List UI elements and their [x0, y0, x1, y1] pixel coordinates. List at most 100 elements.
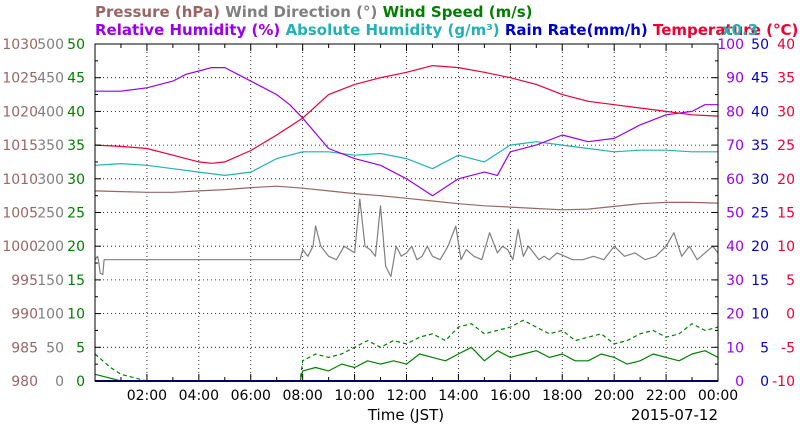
right-tick-0-8: 20 — [726, 307, 744, 323]
right-tick-1-1: 45 — [751, 71, 769, 87]
right-tick-1-7: 15 — [751, 273, 769, 289]
right-tick-2-2: 30 — [777, 104, 795, 120]
x-tick-label-6: 14:00 — [438, 388, 478, 404]
left-tick-0-7: 995 — [11, 273, 38, 289]
left-tick-0-10: 980 — [11, 374, 38, 390]
right-tick-0-3: 70 — [726, 138, 744, 154]
right-tick-2-4: 20 — [777, 172, 795, 188]
right-tick-1-9: 5 — [760, 340, 769, 356]
right-tick-2-5: 15 — [777, 206, 795, 222]
right-tick-2-1: 35 — [777, 71, 795, 87]
x-tick-label-4: 10:00 — [334, 388, 374, 404]
right-tick-0-10: 0 — [735, 374, 744, 390]
right-tick-0-0: 100 — [717, 37, 744, 53]
legend-row-0: Pressure (hPa) Wind Direction (°) Wind S… — [95, 3, 533, 21]
right-tick-2-9: -5 — [781, 340, 795, 356]
left-tick-1-0: 500 — [37, 37, 64, 53]
left-tick-1-10: 0 — [55, 374, 64, 390]
legend-item-0-2: Wind Speed (m/s) — [377, 3, 532, 21]
right-tick-2-10: -10 — [772, 374, 795, 390]
left-tick-0-0: 1030 — [2, 37, 38, 53]
right-tick-0-2: 80 — [726, 104, 744, 120]
date-label: 2015-07-12 — [631, 406, 718, 424]
right-tick-2-3: 25 — [777, 138, 795, 154]
legend-item-1-1: Absolute Humidity (g/m³) — [280, 21, 499, 39]
series-line-2 — [94, 346, 719, 382]
x-tick-label-3: 08:00 — [282, 388, 322, 404]
left-tick-1-8: 100 — [37, 307, 64, 323]
x-tick-label-0: 02:00 — [127, 388, 167, 404]
right-tick-2-0: 40 — [777, 37, 795, 53]
x-tick-label-8: 18:00 — [542, 388, 582, 404]
legend-item-0-1: Wind Direction (°) — [220, 3, 377, 21]
left-tick-2-10: 0 — [76, 374, 85, 390]
left-tick-2-5: 25 — [67, 206, 85, 222]
right-tick-0-4: 60 — [726, 172, 744, 188]
right-tick-1-8: 10 — [751, 307, 769, 323]
x-tick-label-10: 22:00 — [646, 388, 686, 404]
left-tick-1-7: 150 — [37, 273, 64, 289]
left-tick-1-3: 350 — [37, 138, 64, 154]
series-line-5 — [95, 66, 718, 197]
left-tick-1-9: 50 — [46, 340, 64, 356]
left-tick-1-2: 400 — [37, 104, 64, 120]
x-axis: 02:00 04:00 06:00 08:00 10:00 12:00 14:00 16:00… — [94, 44, 738, 404]
right-tick-0-7: 30 — [726, 273, 744, 289]
left-tick-2-8: 10 — [67, 307, 85, 323]
x-axis-label: Time (JST) — [367, 406, 444, 424]
series-line-1 — [94, 185, 719, 211]
right-tick-2-6: 10 — [777, 239, 795, 255]
left-tick-0-5: 1005 — [2, 206, 38, 222]
left-tick-0-1: 1025 — [2, 71, 38, 87]
legend-item-1-0: Relative Humidity (%) — [95, 21, 280, 39]
left-tick-2-3: 35 — [67, 138, 85, 154]
right-tick-1-4: 30 — [751, 172, 769, 188]
x-tick-label-2: 06:00 — [231, 388, 271, 404]
right-tick-1-2: 40 — [751, 104, 769, 120]
right-tick-0-1: 90 — [726, 71, 744, 87]
right-tick-0-5: 50 — [726, 206, 744, 222]
right-tick-1-3: 35 — [751, 138, 769, 154]
legend-row-1: Relative Humidity (%) Absolute Humidity … — [95, 21, 798, 39]
x-tick-label-7: 16:00 — [490, 388, 530, 404]
left-tick-1-1: 450 — [37, 71, 64, 87]
grid — [95, 44, 718, 381]
right-tick-0-6: 40 — [726, 239, 744, 255]
left-tick-1-5: 250 — [37, 206, 64, 222]
left-tick-1-6: 200 — [37, 239, 64, 255]
right-tick-2-8: 0 — [786, 307, 795, 323]
series-line-0 — [94, 198, 719, 278]
left-tick-2-6: 20 — [67, 239, 85, 255]
series-line-4 — [94, 141, 718, 176]
left-tick-0-2: 1020 — [2, 104, 38, 120]
right-tick-1-10: 0 — [760, 374, 769, 390]
right-tick-2-7: 5 — [786, 273, 795, 289]
left-tick-2-1: 45 — [67, 71, 85, 87]
x-tick-label-5: 12:00 — [386, 388, 426, 404]
left-tick-2-2: 40 — [67, 104, 85, 120]
left-tick-2-7: 15 — [67, 273, 85, 289]
left-tick-0-6: 1000 — [2, 239, 38, 255]
legend: Pressure (hPa) Wind Direction (°) Wind S… — [95, 3, 798, 39]
series-line-3 — [94, 319, 719, 382]
axis-note: x0.3 — [722, 21, 758, 39]
left-tick-1-4: 300 — [37, 172, 64, 188]
left-tick-0-8: 990 — [11, 307, 38, 323]
left-tick-0-9: 985 — [11, 340, 38, 356]
x-tick-label-9: 20:00 — [594, 388, 634, 404]
legend-item-1-2: Rain Rate(mm/h) — [500, 21, 648, 39]
left-tick-0-4: 1010 — [2, 172, 38, 188]
x-tick-label-11: 00:00 — [698, 388, 738, 404]
left-tick-2-4: 30 — [67, 172, 85, 188]
right-axes: 1009080706050403020100504540353025201510… — [712, 37, 795, 390]
series-line-6 — [94, 64, 719, 164]
left-axes: 1030102510201015101010051000995990985980… — [2, 37, 101, 390]
right-tick-1-5: 25 — [751, 206, 769, 222]
left-tick-2-9: 5 — [76, 340, 85, 356]
right-tick-0-9: 10 — [726, 340, 744, 356]
left-tick-0-3: 1015 — [2, 138, 38, 154]
right-tick-1-6: 20 — [751, 239, 769, 255]
x-tick-label-1: 04:00 — [179, 388, 219, 404]
